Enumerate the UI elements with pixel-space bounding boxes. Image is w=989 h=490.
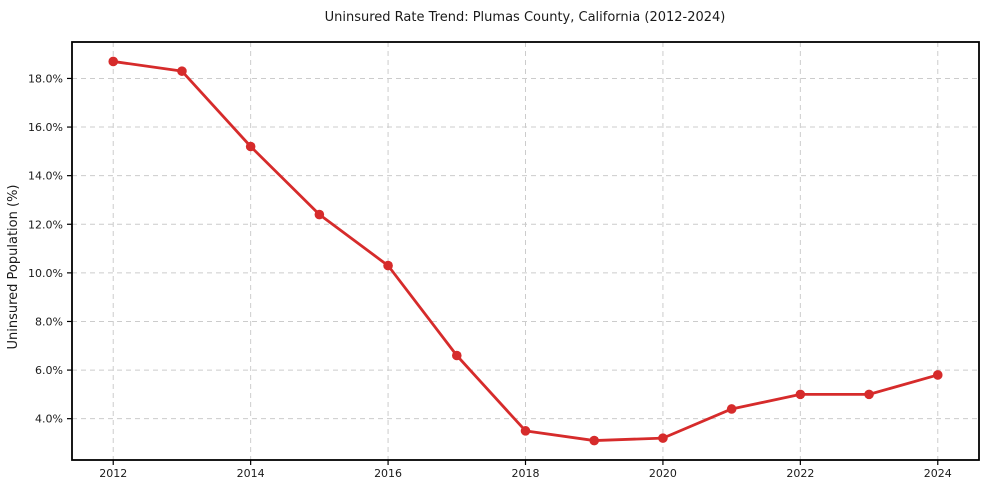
data-point-2021: [726, 404, 737, 414]
y-tick-label: 4.0%: [35, 413, 63, 426]
data-point-2020: [658, 433, 668, 443]
data-point-2017: [451, 350, 462, 361]
y-tick-label: 6.0%: [35, 364, 63, 377]
y-tick-label: 8.0%: [35, 315, 63, 328]
data-point-2018: [520, 426, 531, 436]
y-axis-label: Uninsured Population (%): [6, 185, 21, 350]
data-point-2012: [108, 56, 119, 67]
data-point-2014: [245, 141, 256, 152]
x-tick-label: 2014: [237, 467, 265, 480]
data-point-2022: [795, 389, 806, 400]
chart-title: Uninsured Rate Trend: Plumas County, Cal…: [325, 10, 726, 25]
y-tick-label: 14.0%: [28, 170, 63, 183]
data-series: [108, 56, 943, 446]
x-tick-label: 2016: [374, 467, 402, 480]
x-tick-label: 2024: [924, 467, 952, 480]
axes: 2012 2014 2016 2018 2020 2022 2024 4.0% 6.0% 8.0%…: [28, 72, 952, 480]
x-tick-label: 2018: [512, 467, 540, 480]
plot-border: [71, 41, 980, 461]
y-tick-label: 12.0%: [28, 218, 63, 231]
x-tick-label: 2022: [786, 467, 814, 480]
x-tick-label: 2012: [99, 467, 127, 480]
y-tick-label: 10.0%: [28, 267, 63, 280]
data-point-2024: [932, 370, 943, 380]
data-point-2015: [314, 209, 325, 220]
gridlines: [72, 42, 979, 460]
data-point-2013: [177, 66, 187, 76]
data-point-2016: [383, 260, 393, 271]
y-tick-label: 18.0%: [28, 72, 63, 85]
y-tick-label: 16.0%: [28, 121, 63, 134]
x-tick-label: 2020: [649, 467, 677, 480]
data-point-2023: [864, 389, 874, 400]
data-point-2019: [589, 435, 600, 446]
